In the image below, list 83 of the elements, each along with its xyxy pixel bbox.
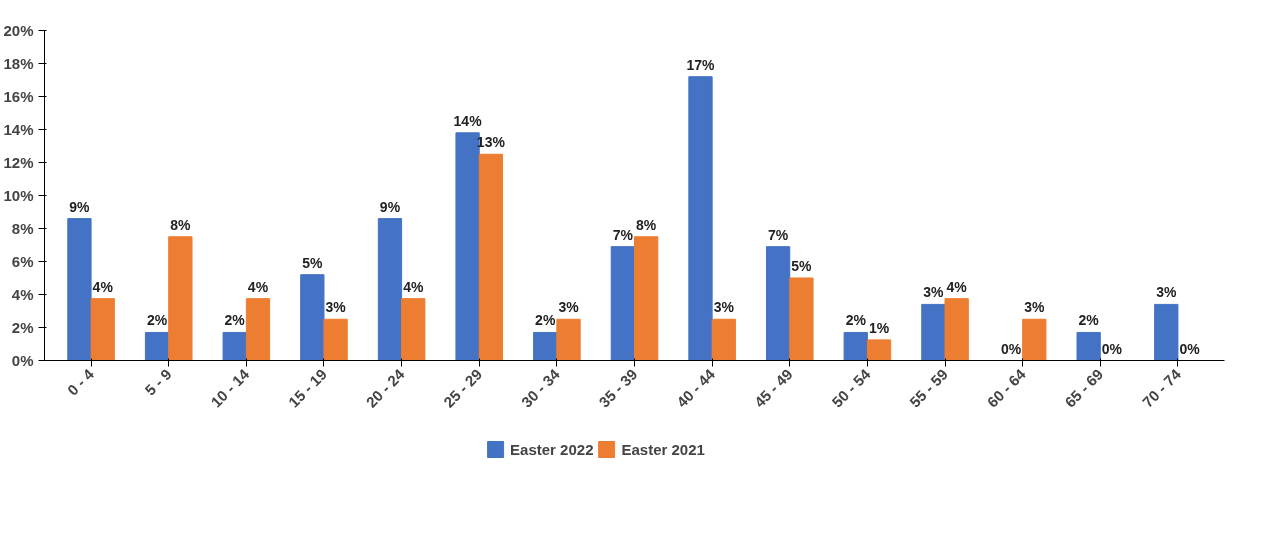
y-tick-label: 12% — [3, 154, 34, 171]
data-label: 0% — [1101, 340, 1123, 357]
bar — [478, 153, 504, 361]
y-tick-label: 14% — [3, 121, 34, 138]
y-tick-label: 0% — [11, 352, 34, 369]
data-label: 2% — [535, 312, 556, 329]
bar — [222, 331, 247, 361]
y-tick-label: 4% — [11, 286, 34, 303]
y-tick-label: 8% — [11, 220, 34, 237]
data-label: 7% — [768, 226, 789, 243]
data-label: 8% — [170, 216, 192, 233]
data-label: 4% — [946, 278, 968, 295]
bar — [610, 246, 635, 361]
data-label: 4% — [92, 278, 114, 295]
data-label: 2% — [146, 312, 168, 329]
bar — [711, 318, 736, 361]
data-label: 0% — [1179, 340, 1201, 357]
x-tick-label: 20 - 24 — [362, 365, 409, 411]
data-label: 8% — [636, 216, 657, 233]
bar — [556, 318, 581, 361]
bar — [1154, 303, 1179, 361]
data-label: 3% — [1156, 284, 1177, 301]
bar — [401, 298, 426, 361]
bar — [144, 331, 170, 361]
data-label: 3% — [923, 284, 945, 301]
bar — [67, 218, 92, 361]
data-label: 2% — [845, 312, 867, 329]
data-label: 0% — [1000, 340, 1022, 357]
bar — [533, 331, 558, 361]
bar — [944, 298, 969, 361]
bar — [688, 76, 713, 361]
bar — [866, 339, 892, 361]
bar — [765, 246, 791, 361]
data-label: 9% — [379, 198, 401, 215]
bar — [634, 236, 659, 361]
data-label: 4% — [247, 278, 269, 295]
x-tick-label: 45 - 49 — [750, 365, 796, 411]
x-tick-label: 40 - 44 — [673, 365, 719, 411]
x-tick-label: 50 - 54 — [828, 365, 874, 411]
bar — [921, 303, 946, 361]
y-tick-label: 18% — [3, 55, 34, 72]
bar — [300, 274, 325, 361]
data-label: 17% — [686, 56, 716, 73]
y-tick-label: 20% — [3, 22, 34, 39]
data-label: 5% — [302, 254, 323, 271]
bar — [789, 277, 814, 361]
bar — [843, 331, 868, 361]
bar — [168, 236, 193, 361]
bar — [1022, 318, 1047, 361]
data-label: 2% — [224, 312, 246, 329]
data-label: 3% — [713, 299, 735, 316]
x-tick-label: 0 - 4 — [63, 365, 98, 399]
y-tick-label: 16% — [3, 88, 34, 105]
data-label: 7% — [612, 226, 634, 243]
y-tick-label: 6% — [11, 253, 34, 270]
data-label: 3% — [325, 299, 347, 316]
bar — [377, 218, 403, 361]
legend-label: Easter 2021 — [621, 440, 705, 458]
x-tick-label: 30 - 34 — [517, 365, 564, 411]
y-tick-label: 10% — [3, 187, 34, 204]
data-label: 2% — [1078, 312, 1100, 329]
data-label: 4% — [403, 278, 424, 295]
bar — [90, 298, 115, 361]
data-label: 3% — [558, 299, 580, 316]
x-tick-label: 5 - 9 — [141, 365, 175, 399]
x-tick-label: 70 - 74 — [1138, 365, 1185, 411]
x-tick-label: 10 - 14 — [207, 365, 253, 411]
bar — [1076, 331, 1101, 361]
x-tick-label: 25 - 29 — [440, 365, 486, 411]
data-label: 5% — [791, 258, 813, 274]
x-tick-label: 35 - 39 — [595, 365, 641, 411]
x-tick-label: 60 - 64 — [983, 365, 1030, 411]
y-tick-label: 2% — [11, 319, 34, 336]
x-tick-label: 65 - 69 — [1061, 365, 1107, 411]
bar — [323, 318, 348, 361]
x-tick-label: 55 - 59 — [905, 365, 952, 411]
legend-label: Easter 2022 — [510, 440, 594, 458]
bar — [245, 298, 271, 361]
data-label: 3% — [1024, 299, 1045, 316]
data-label: 9% — [69, 198, 91, 215]
x-tick-label: 15 - 19 — [284, 365, 330, 411]
data-label: 14% — [453, 112, 483, 129]
data-label: 1% — [868, 319, 890, 336]
